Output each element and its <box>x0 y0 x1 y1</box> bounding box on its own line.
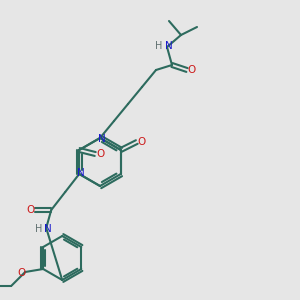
Text: N: N <box>44 224 52 234</box>
Text: N: N <box>77 168 85 178</box>
Text: H: H <box>34 224 42 234</box>
Text: O: O <box>96 149 104 159</box>
Text: H: H <box>155 41 163 51</box>
Text: O: O <box>188 65 196 75</box>
Text: O: O <box>17 268 25 278</box>
Text: O: O <box>138 137 146 147</box>
Text: N: N <box>98 134 106 144</box>
Text: O: O <box>26 205 34 215</box>
Text: N: N <box>165 41 173 51</box>
